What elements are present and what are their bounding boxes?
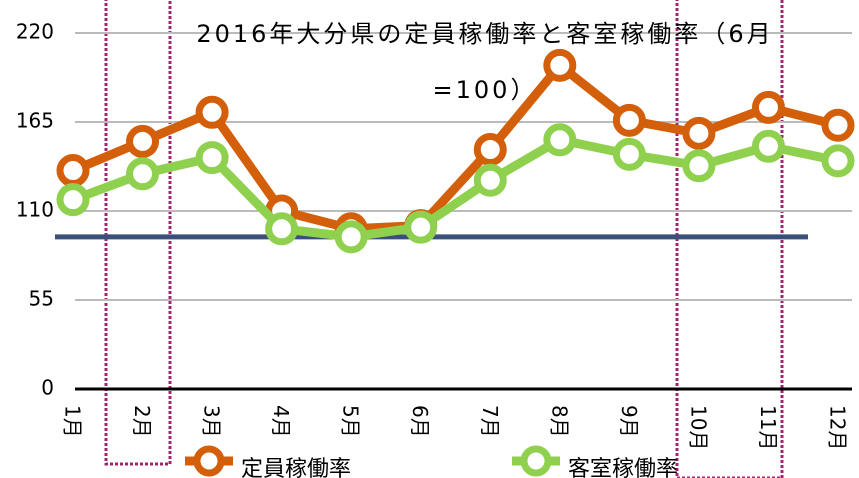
- data-point: [265, 212, 299, 246]
- data-point: [612, 137, 646, 171]
- legend-marker: [193, 445, 225, 477]
- y-tick-label: 55: [29, 287, 54, 311]
- highlight-box: [675, 0, 784, 478]
- x-tick-label: 1月: [61, 405, 85, 438]
- legend-label: 客室稼働率: [568, 457, 678, 478]
- legend-marker: [520, 445, 552, 477]
- data-point: [821, 108, 855, 142]
- data-point: [404, 210, 438, 244]
- data-point: [195, 95, 229, 129]
- y-tick-label: 165: [16, 109, 54, 133]
- chart-title: 2016年大分県の定員稼働率と客室稼働率（6月=100）: [196, 20, 774, 104]
- x-tick-label: 2月: [130, 405, 154, 438]
- x-tick-label: 12月: [826, 405, 850, 450]
- data-point: [751, 90, 785, 124]
- data-point: [543, 123, 577, 157]
- highlight-box: [104, 0, 172, 466]
- data-point: [543, 48, 577, 82]
- legend-label: 定員稼働率: [241, 457, 351, 478]
- x-tick-label: 6月: [408, 405, 432, 438]
- x-tick-label: 11月: [756, 405, 780, 450]
- data-point: [473, 163, 507, 197]
- data-point: [126, 124, 160, 158]
- x-tick-label: 10月: [686, 405, 710, 450]
- y-tick-label: 110: [16, 198, 54, 222]
- x-tick-label: 5月: [339, 405, 363, 438]
- data-point: [56, 183, 90, 217]
- x-tick-label: 3月: [200, 405, 224, 438]
- data-point: [195, 141, 229, 175]
- data-point: [682, 116, 716, 150]
- data-point: [682, 149, 716, 183]
- y-tick-label: 0: [41, 376, 54, 400]
- data-point: [821, 144, 855, 178]
- y-tick-label: 220: [16, 20, 54, 44]
- x-tick-label: 9月: [617, 405, 641, 438]
- data-point: [126, 157, 160, 191]
- data-point: [612, 103, 646, 137]
- data-point: [334, 220, 368, 254]
- x-tick-label: 8月: [547, 405, 571, 438]
- x-tick-label: 4月: [269, 405, 293, 438]
- data-point: [473, 133, 507, 167]
- data-point: [56, 154, 90, 188]
- x-tick-label: 7月: [478, 405, 502, 438]
- data-point: [751, 129, 785, 163]
